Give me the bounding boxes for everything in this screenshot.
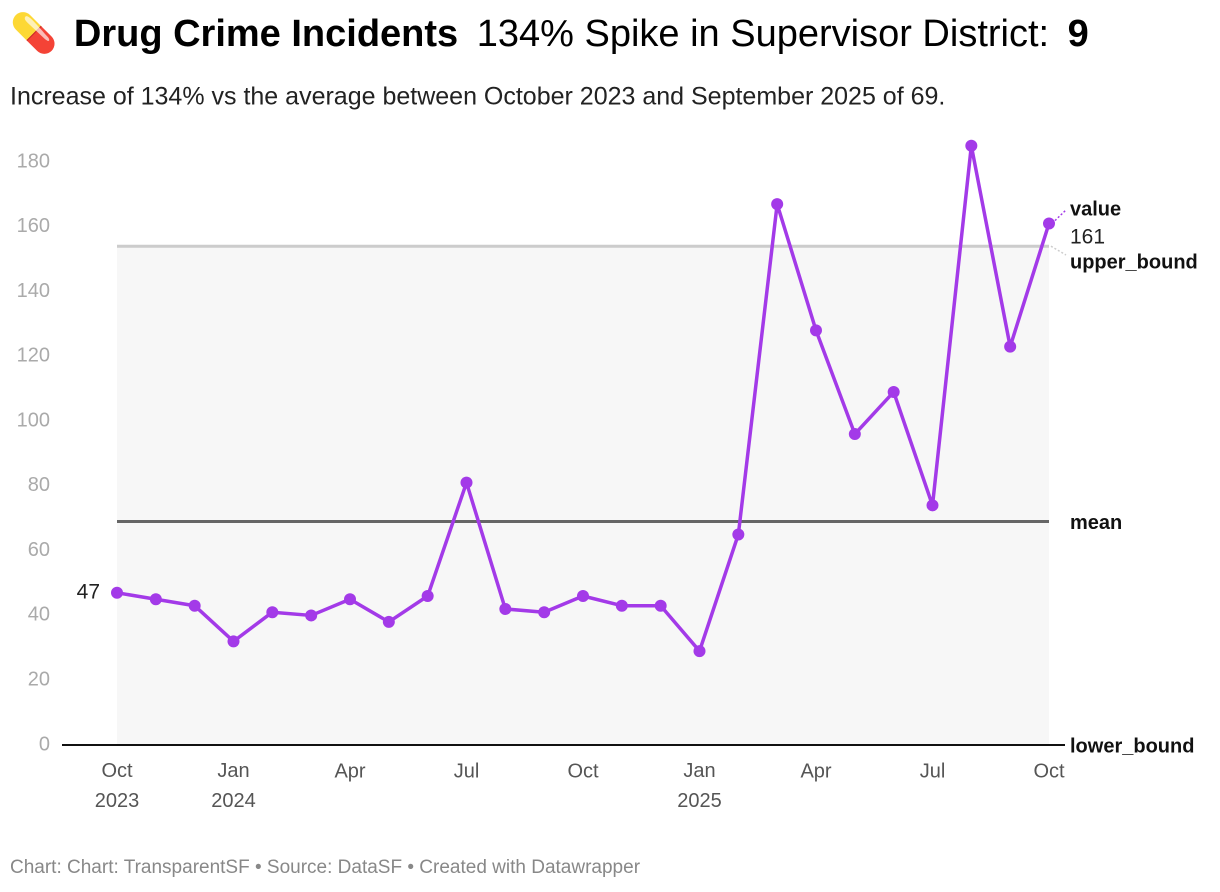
- data-point: [1043, 217, 1055, 230]
- x-tick-label-line: 2024: [211, 790, 256, 812]
- x-tick-label-line: Jan: [217, 760, 249, 782]
- chart-title: 💊 Drug Crime Incidents 134% Spike in Sup…: [10, 10, 1089, 56]
- data-point: [344, 593, 356, 606]
- data-point: [111, 586, 123, 599]
- x-tick-label: Apr: [800, 760, 831, 782]
- data-point: [149, 593, 162, 606]
- data-label: 47: [77, 580, 100, 603]
- y-tick-label: 20: [28, 669, 50, 691]
- x-tick-label: Jul: [454, 760, 480, 782]
- data-point: [693, 645, 706, 658]
- x-tick-label: Apr: [334, 760, 365, 782]
- y-tick-label: 100: [17, 409, 50, 431]
- data-point: [848, 428, 861, 441]
- chart-footer: Chart: Chart: TransparentSF • Source: Da…: [10, 857, 641, 878]
- label-leader: [1054, 209, 1067, 222]
- y-tick-label: 40: [28, 604, 50, 626]
- data-point: [965, 139, 978, 152]
- title-icon: 💊: [10, 10, 57, 56]
- title-district: 9: [1068, 13, 1089, 55]
- x-tick-label: Jan 2024: [211, 760, 256, 812]
- x-tick-label-line: Oct: [101, 760, 133, 782]
- data-point: [188, 599, 201, 612]
- data-point: [654, 599, 667, 612]
- data-point: [266, 606, 279, 619]
- data-point: [577, 590, 589, 603]
- x-tick-label-line: 2023: [95, 790, 140, 812]
- bound-band: [117, 246, 1049, 746]
- y-tick-label: 140: [17, 280, 50, 302]
- y-tick-label: 0: [39, 733, 50, 755]
- data-point: [305, 609, 318, 622]
- data-point: [227, 635, 240, 648]
- x-tick-label: Oct: [1033, 760, 1065, 782]
- reference-label: lower_bound: [1070, 735, 1194, 757]
- y-tick-label: 80: [28, 474, 50, 496]
- chart-subtitle: Increase of 134% vs the average between …: [10, 83, 945, 111]
- data-point: [499, 602, 512, 615]
- x-tick-label-line: 2025: [677, 790, 722, 812]
- title-bold: Drug Crime Incidents: [74, 13, 458, 55]
- data-label: 161: [1070, 226, 1105, 249]
- data-point: [1004, 340, 1017, 353]
- data-point: [887, 385, 900, 398]
- data-point: [810, 324, 822, 337]
- data-point: [460, 476, 473, 489]
- data-point: [538, 606, 551, 619]
- data-point: [771, 198, 784, 211]
- data-point: [382, 615, 395, 628]
- label-leader: [1050, 245, 1067, 256]
- x-tick-label-line: Jan: [683, 760, 715, 782]
- reference-label: upper_bound: [1070, 251, 1198, 273]
- series-label: value: [1070, 198, 1121, 220]
- x-tick-label: Oct 2023: [95, 760, 140, 812]
- x-tick-label: Jan 2025: [677, 760, 722, 812]
- data-point: [615, 599, 628, 612]
- data-point: [732, 528, 745, 541]
- y-tick-label: 160: [17, 215, 50, 237]
- data-point: [926, 499, 939, 512]
- title-text: 134% Spike in Supervisor District:: [477, 13, 1049, 55]
- y-tick-label: 180: [17, 150, 50, 172]
- x-tick-label: Jul: [920, 760, 946, 782]
- x-tick-label: Oct: [567, 760, 599, 782]
- data-point: [421, 590, 434, 603]
- y-tick-label: 60: [28, 539, 50, 561]
- reference-label: mean: [1070, 512, 1122, 534]
- y-tick-label: 120: [17, 345, 50, 367]
